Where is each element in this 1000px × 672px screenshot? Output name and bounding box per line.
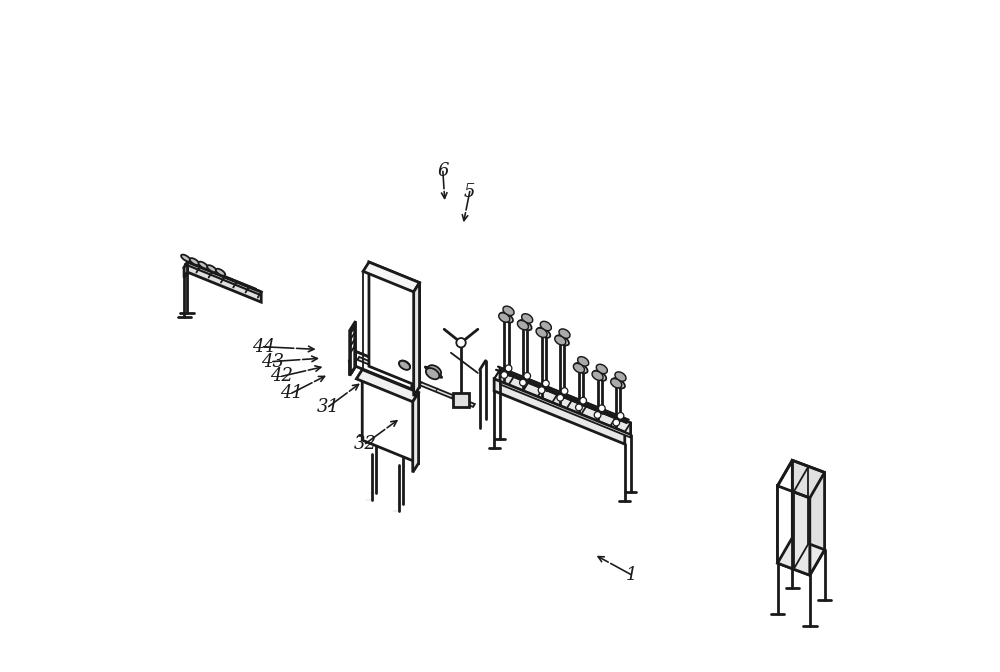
Polygon shape	[184, 262, 261, 298]
Polygon shape	[778, 486, 810, 575]
Ellipse shape	[501, 372, 508, 378]
Ellipse shape	[503, 306, 514, 316]
Ellipse shape	[181, 255, 191, 261]
Ellipse shape	[537, 328, 550, 338]
Ellipse shape	[578, 357, 589, 366]
Text: 43: 43	[261, 353, 284, 370]
Ellipse shape	[399, 361, 410, 370]
Text: 42: 42	[270, 368, 293, 385]
Polygon shape	[350, 351, 356, 376]
Polygon shape	[350, 326, 355, 374]
Ellipse shape	[207, 265, 217, 272]
Polygon shape	[778, 538, 825, 575]
Polygon shape	[357, 357, 475, 407]
Ellipse shape	[615, 372, 626, 381]
Ellipse shape	[561, 388, 568, 394]
Ellipse shape	[426, 368, 439, 379]
Polygon shape	[356, 370, 419, 402]
Ellipse shape	[216, 269, 225, 276]
Polygon shape	[350, 321, 356, 376]
Ellipse shape	[425, 367, 442, 378]
Ellipse shape	[518, 320, 532, 330]
Ellipse shape	[520, 379, 526, 386]
Text: 1: 1	[625, 566, 637, 583]
Ellipse shape	[593, 370, 606, 381]
Ellipse shape	[198, 261, 208, 269]
Ellipse shape	[540, 321, 551, 331]
Polygon shape	[792, 460, 825, 550]
Ellipse shape	[573, 364, 584, 373]
Ellipse shape	[592, 371, 603, 380]
Ellipse shape	[613, 419, 620, 426]
Polygon shape	[500, 382, 631, 437]
Ellipse shape	[576, 404, 582, 411]
Polygon shape	[414, 283, 420, 396]
Ellipse shape	[522, 314, 533, 323]
Text: 41: 41	[280, 384, 303, 402]
Polygon shape	[184, 262, 188, 278]
Ellipse shape	[190, 258, 199, 265]
Ellipse shape	[596, 364, 607, 374]
Text: 44: 44	[252, 338, 275, 355]
Ellipse shape	[542, 380, 549, 387]
Ellipse shape	[612, 378, 625, 388]
Ellipse shape	[428, 365, 441, 376]
Ellipse shape	[556, 335, 569, 345]
Polygon shape	[369, 262, 420, 387]
Ellipse shape	[524, 372, 531, 379]
Ellipse shape	[500, 312, 513, 323]
Polygon shape	[350, 351, 418, 386]
Ellipse shape	[499, 313, 510, 323]
Ellipse shape	[536, 328, 547, 337]
Ellipse shape	[580, 397, 587, 404]
Polygon shape	[412, 377, 418, 401]
Ellipse shape	[611, 378, 622, 388]
Polygon shape	[413, 392, 419, 472]
Polygon shape	[362, 370, 419, 463]
Ellipse shape	[517, 321, 528, 330]
Text: 32: 32	[354, 435, 377, 452]
Polygon shape	[778, 460, 792, 563]
Polygon shape	[356, 351, 418, 392]
Ellipse shape	[594, 412, 601, 419]
Ellipse shape	[538, 387, 545, 394]
Polygon shape	[494, 379, 625, 444]
Ellipse shape	[456, 338, 466, 347]
Text: 5: 5	[464, 183, 476, 200]
Text: 31: 31	[317, 398, 340, 415]
Polygon shape	[453, 393, 469, 407]
Ellipse shape	[505, 365, 512, 372]
Ellipse shape	[398, 362, 411, 369]
Ellipse shape	[617, 413, 624, 419]
Polygon shape	[188, 262, 261, 302]
Ellipse shape	[555, 335, 566, 345]
Polygon shape	[500, 370, 631, 435]
Polygon shape	[363, 262, 420, 292]
Ellipse shape	[399, 360, 410, 370]
Ellipse shape	[559, 329, 570, 338]
Ellipse shape	[574, 363, 588, 373]
Ellipse shape	[598, 405, 605, 412]
Text: 6: 6	[437, 163, 449, 180]
Polygon shape	[810, 472, 825, 575]
Polygon shape	[494, 370, 631, 432]
Ellipse shape	[557, 394, 564, 401]
